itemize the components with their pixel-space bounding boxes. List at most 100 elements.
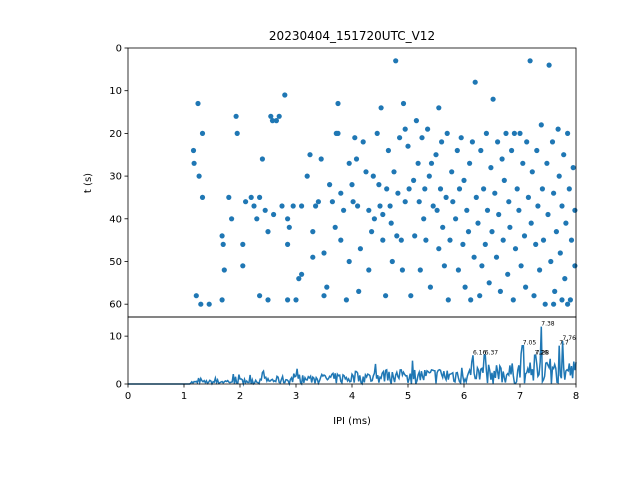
scatter-point	[545, 211, 551, 218]
scatter-point	[454, 147, 460, 154]
scatter-point	[285, 216, 291, 222]
peak-label: 7.28	[536, 349, 550, 356]
scatter-point	[450, 199, 456, 205]
scatter-point	[563, 220, 569, 226]
ipi-histogram-line	[128, 326, 577, 387]
scatter-point	[572, 207, 578, 213]
scatter-point	[384, 186, 390, 192]
scatter-point	[527, 58, 533, 64]
scatter-point	[413, 118, 419, 124]
scatter-point	[265, 297, 271, 303]
scatter-point	[443, 194, 449, 200]
peak-label: 7.26	[535, 349, 549, 356]
scatter-point	[516, 207, 522, 213]
scatter-point	[226, 194, 232, 200]
scatter-point	[234, 130, 240, 136]
histogram-x-tick-label: 7	[517, 391, 523, 402]
scatter-point	[378, 105, 384, 111]
scatter-point	[433, 152, 439, 158]
histogram-x-tick-label: 6	[461, 391, 467, 402]
scatter-panel: 0 10 20 30 40 50 60 t (s)	[83, 44, 578, 318]
histogram-x-ticks: 0 1 2 3 4 5 6 7 8	[125, 384, 579, 402]
scatter-point	[293, 297, 299, 303]
scatter-point	[548, 258, 554, 265]
scatter-point	[357, 246, 363, 252]
histogram-x-tick-label: 3	[293, 391, 299, 402]
scatter-point	[565, 301, 571, 307]
scatter-point	[469, 139, 475, 145]
scatter-point	[425, 126, 431, 132]
scatter-point	[503, 130, 509, 136]
scatter-point	[511, 130, 517, 136]
scatter-point	[406, 186, 412, 192]
scatter-point	[350, 199, 356, 205]
scatter-point	[506, 199, 512, 205]
scatter-point	[233, 113, 239, 119]
scatter-point	[439, 139, 445, 145]
scatter-point	[423, 237, 429, 243]
histogram-axes-frame	[127, 316, 577, 385]
scatter-point	[262, 207, 268, 213]
histogram-x-tick-label: 0	[125, 391, 131, 402]
scatter-point	[271, 211, 277, 218]
scatter-point	[402, 126, 408, 132]
scatter-point	[566, 186, 572, 192]
scatter-point	[343, 297, 349, 303]
scatter-point	[479, 263, 485, 269]
scatter-point	[483, 130, 489, 136]
scatter-point	[391, 169, 397, 175]
scatter-point	[535, 203, 541, 209]
scatter-point	[329, 199, 335, 205]
scatter-point	[445, 297, 451, 303]
scatter-point	[199, 194, 206, 200]
scatter-point	[464, 207, 470, 213]
scatter-point	[380, 237, 386, 243]
scatter-point	[461, 177, 467, 183]
scatter-y-tick-label: 60	[109, 300, 122, 311]
scatter-point	[193, 293, 199, 299]
scatter-point	[557, 250, 563, 256]
scatter-point	[321, 293, 327, 299]
scatter-point	[546, 62, 552, 68]
scatter-points	[190, 58, 578, 307]
scatter-point	[473, 194, 479, 200]
scatter-point	[299, 203, 305, 209]
scatter-y-tick-label: 40	[109, 214, 122, 225]
scatter-point	[360, 139, 366, 145]
scatter-point	[282, 92, 288, 98]
scatter-point	[221, 267, 227, 273]
scatter-point	[398, 237, 404, 243]
scatter-point	[447, 237, 453, 243]
scatter-point	[551, 301, 557, 307]
scatter-point	[497, 288, 503, 294]
scatter-y-tick-label: 30	[109, 172, 122, 183]
scatter-point	[556, 173, 562, 179]
scatter-point	[524, 139, 530, 145]
scatter-point	[559, 297, 565, 303]
scatter-point	[338, 190, 344, 196]
scatter-point	[434, 207, 440, 213]
scatter-point	[551, 190, 557, 196]
scatter-point	[416, 199, 422, 205]
scatter-point	[437, 186, 444, 192]
peak-label: 6.37	[485, 349, 499, 356]
scatter-point	[366, 267, 372, 273]
scatter-point	[500, 237, 506, 243]
scatter-point	[492, 190, 498, 196]
scatter-point	[219, 297, 225, 303]
scatter-point	[468, 297, 474, 303]
scatter-y-ticks: 0 10 20 30 40 50 60	[109, 44, 128, 311]
scatter-point	[440, 224, 446, 230]
scatter-point	[553, 229, 560, 235]
histogram-y-tick-label: 10	[109, 332, 122, 343]
scatter-point	[243, 199, 249, 205]
scatter-point	[436, 105, 442, 111]
histogram-y-tick-label: 0	[116, 380, 122, 391]
scatter-point	[385, 147, 391, 154]
scatter-point	[501, 177, 507, 183]
peak-label: 7.7	[559, 340, 569, 347]
scatter-point	[430, 203, 436, 209]
scatter-point	[518, 263, 524, 269]
scatter-point	[514, 186, 520, 192]
